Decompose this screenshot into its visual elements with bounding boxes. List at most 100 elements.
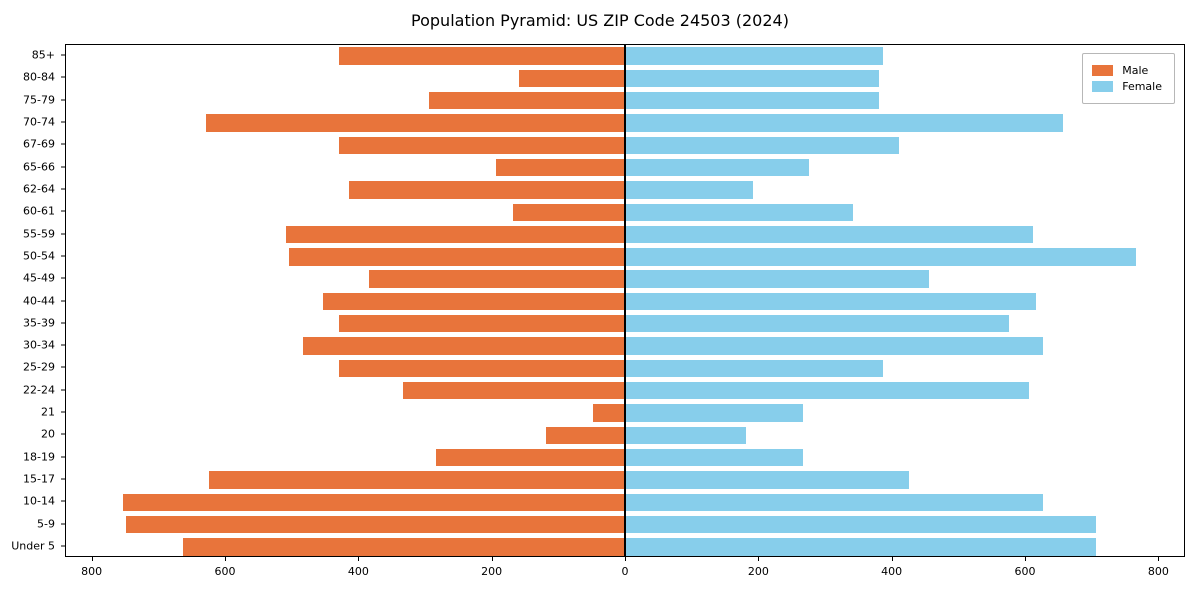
x-axis-labels: 800 600 400 200 0 200 400 600 800	[65, 557, 1185, 583]
ytick-label-5-9: 5-9	[37, 517, 55, 531]
male-bar-45-49	[369, 270, 626, 288]
male-bar-62-64	[349, 181, 626, 199]
female-bar-18-19	[626, 448, 803, 467]
female-bar-22-24	[626, 382, 1030, 400]
female-bar-Under 5	[626, 538, 1096, 556]
ytick-label-60-61: 60-61	[23, 204, 55, 218]
plot-area: Male Female	[65, 44, 1185, 557]
xtick-mark	[1158, 557, 1160, 561]
male-color-swatch	[1092, 65, 1114, 76]
ytick-label-20: 20	[41, 427, 55, 441]
male-bar-55-59	[286, 225, 626, 244]
female-bar-10-14	[626, 493, 1043, 511]
male-bar-75-79	[429, 92, 626, 110]
xtick-label-600: 600	[1014, 565, 1036, 578]
female-bar-80-84	[626, 69, 880, 88]
male-bar-5-9	[126, 515, 626, 534]
female-bar-45-49	[626, 270, 930, 288]
y-axis-labels: 85+ 80-84 75-79 70-74 67-69 65-66 62-64 60-61 55…	[0, 44, 65, 557]
ytick-mark	[61, 366, 65, 368]
ytick-label-35-39: 35-39	[23, 316, 55, 330]
legend-item-male: Male	[1092, 64, 1162, 77]
xtick-mark	[91, 557, 93, 561]
ytick-label-45-49: 45-49	[23, 271, 55, 285]
ytick-mark	[61, 166, 65, 168]
female-bar-50-54	[626, 248, 1136, 266]
ytick-label-18-19: 18-19	[23, 450, 55, 464]
xtick-label-0: 0	[621, 565, 629, 578]
female-bar-20	[626, 426, 746, 445]
male-bar-50-54	[289, 248, 626, 266]
legend-item-female: Female	[1092, 80, 1162, 93]
ytick-label-21: 21	[41, 405, 55, 419]
xtick-label-600: 600	[214, 565, 236, 578]
male-bar-15-17	[209, 471, 626, 489]
female-bar-5-9	[626, 515, 1096, 534]
xtick-mark	[1025, 557, 1026, 561]
ytick-label-50-54: 50-54	[23, 249, 55, 263]
female-color-swatch	[1092, 81, 1114, 92]
ytick-mark	[61, 143, 65, 145]
male-bar-65-66	[496, 158, 626, 177]
ytick-mark	[61, 389, 65, 391]
ytick-label-65-66: 65-66	[23, 160, 55, 174]
ytick-label-62-64: 62-64	[23, 182, 55, 196]
legend-label-female: Female	[1122, 80, 1162, 93]
ytick-mark	[61, 523, 65, 525]
ytick-mark	[61, 99, 65, 101]
male-bar-Under 5	[182, 538, 626, 556]
male-bar-85+	[339, 47, 626, 65]
ytick-label-75-79: 75-79	[23, 93, 55, 107]
zero-axis-line	[624, 45, 626, 556]
ytick-mark	[61, 411, 65, 413]
ytick-mark	[61, 433, 65, 435]
male-bar-35-39	[339, 315, 626, 333]
female-bar-62-64	[626, 181, 753, 199]
male-bar-80-84	[519, 69, 626, 88]
ytick-mark	[61, 300, 65, 301]
female-bar-70-74	[626, 114, 1063, 132]
ytick-mark	[61, 54, 65, 56]
male-bar-30-34	[302, 337, 626, 355]
xtick-label-800: 800	[1147, 565, 1169, 578]
ytick-mark	[61, 188, 65, 190]
female-bar-35-39	[626, 315, 1010, 333]
ytick-label-55-59: 55-59	[23, 227, 55, 241]
male-bar-60-61	[512, 203, 626, 221]
ytick-label-Under 5: Under 5	[11, 539, 55, 553]
ytick-label-85+: 85+	[31, 48, 55, 62]
ytick-mark	[61, 121, 65, 123]
female-bar-65-66	[626, 158, 810, 177]
ytick-label-40-44: 40-44	[23, 294, 55, 307]
xtick-label-800: 800	[81, 565, 103, 578]
xtick-mark	[225, 557, 226, 561]
xtick-label-200: 200	[481, 565, 503, 578]
female-bar-60-61	[626, 203, 853, 221]
female-bar-85+	[626, 47, 883, 65]
female-bar-15-17	[626, 471, 910, 489]
ytick-label-22-24: 22-24	[23, 383, 55, 397]
ytick-label-15-17: 15-17	[23, 472, 55, 486]
ytick-mark	[61, 277, 65, 279]
xtick-label-400: 400	[881, 565, 903, 578]
ytick-label-10-14: 10-14	[23, 494, 55, 508]
legend-label-male: Male	[1122, 64, 1149, 77]
ytick-label-80-84: 80-84	[23, 70, 55, 84]
chart-title: Population Pyramid: US ZIP Code 24503 (2…	[411, 11, 789, 30]
xtick-label-200: 200	[747, 565, 769, 578]
ytick-mark	[61, 322, 65, 324]
ytick-mark	[61, 500, 65, 502]
male-bar-25-29	[339, 359, 626, 378]
male-bar-40-44	[322, 292, 626, 311]
ytick-label-25-29: 25-29	[23, 360, 55, 374]
male-bar-70-74	[206, 114, 626, 132]
ytick-mark	[61, 233, 65, 235]
xtick-mark	[891, 557, 893, 561]
male-bar-21	[592, 404, 626, 422]
female-bar-67-69	[626, 136, 900, 155]
male-bar-20	[546, 426, 626, 445]
female-bar-55-59	[626, 225, 1033, 244]
ytick-mark	[61, 255, 65, 257]
female-bar-21	[626, 404, 803, 422]
